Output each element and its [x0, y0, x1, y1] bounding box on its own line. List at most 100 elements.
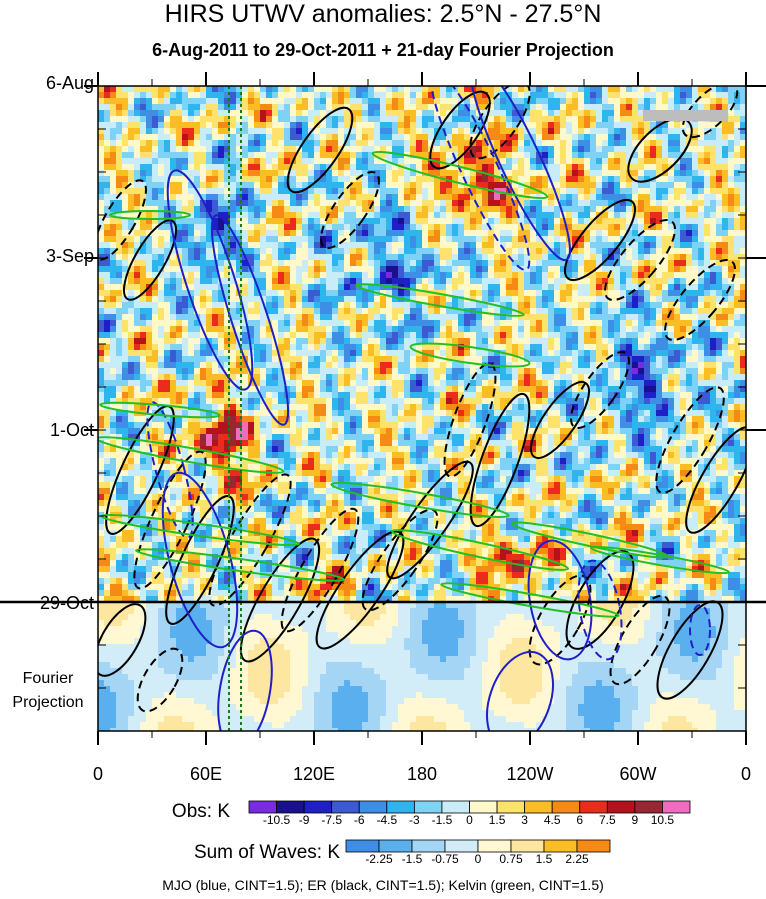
er-contour	[133, 450, 207, 590]
kelvin-contour	[390, 529, 570, 571]
er-contour	[564, 198, 636, 282]
scale-bar	[643, 110, 728, 121]
er-contour	[280, 507, 360, 633]
kelvin-contour	[590, 545, 730, 575]
er-contour	[655, 386, 725, 494]
kelvin-contour	[109, 210, 191, 220]
obs-colorbar-tick: -3	[409, 813, 420, 827]
er-contour	[136, 647, 184, 713]
mjo-contour	[486, 650, 554, 731]
kelvin-contour	[409, 342, 531, 368]
kelvin-contour	[440, 582, 620, 618]
er-contour	[664, 258, 736, 342]
sum-colorbar-box	[378, 839, 413, 853]
er-contour	[386, 460, 474, 580]
colorbars	[248, 800, 691, 853]
er-contour	[98, 603, 147, 677]
obs-colorbar-tick: -10.5	[262, 813, 291, 827]
kelvin-contour	[135, 548, 345, 582]
sum-colorbar-box	[477, 839, 512, 853]
x-tick-label: 180	[406, 764, 438, 784]
obs-colorbar-label: Obs: K	[171, 801, 230, 822]
chart-subtitle: 6-Aug-2011 to 29-Oct-2011 + 21-day Fouri…	[152, 40, 614, 60]
sum-colorbar-tick: -1.5	[401, 852, 423, 866]
x-tick-label: 120E	[292, 764, 336, 784]
er-contour	[98, 179, 147, 261]
obs-colorbar-box	[386, 800, 415, 814]
er-contour	[469, 392, 531, 528]
sum-colorbar-tick: 1.5	[535, 852, 553, 866]
obs-colorbar-box	[524, 800, 553, 814]
obs-colorbar-tick: -6	[353, 813, 365, 827]
sum-colorbar-box	[576, 839, 611, 853]
obs-colorbar-box	[469, 800, 498, 814]
projection-label: Fourier	[22, 670, 74, 687]
x-tick-label: 60E	[189, 764, 223, 784]
obs-colorbar-box	[606, 800, 636, 814]
obs-colorbar-tick: 4.5	[543, 813, 561, 827]
x-tick-label: 0	[92, 764, 103, 784]
projection-label: Projection	[12, 694, 84, 711]
mjo-contour	[469, 86, 571, 262]
kelvin-contour	[99, 401, 221, 419]
kelvin-contour	[355, 283, 525, 317]
er-contour	[361, 508, 439, 612]
mjo-contour	[210, 214, 290, 426]
mjo-contour	[429, 86, 531, 271]
er-contour	[123, 219, 177, 301]
obs-colorbar-tick: -9	[298, 813, 310, 827]
obs-colorbar-box	[331, 800, 360, 814]
sum-colorbar-box	[411, 839, 446, 853]
obs-colorbar-tick: -7.5	[321, 813, 343, 827]
obs-colorbar-box	[441, 800, 470, 814]
mjo-contour	[166, 169, 254, 391]
obs-colorbar-box	[276, 800, 305, 814]
kelvin-contour	[371, 150, 549, 200]
er-contour	[604, 218, 676, 302]
anomaly-field	[98, 86, 746, 731]
sum-colorbar-box	[444, 839, 479, 853]
sum-colorbar-tick: 0.75	[499, 852, 523, 866]
er-contour	[570, 351, 630, 429]
er-contour	[239, 537, 321, 663]
mjo-contour	[146, 401, 194, 539]
mjo-contour	[217, 629, 273, 731]
er-contour	[627, 117, 693, 183]
y-tick-label: 29-Oct	[39, 593, 94, 613]
er-contour	[320, 171, 380, 249]
obs-colorbar-tick: 3	[521, 813, 528, 827]
y-tick-label: 6-Aug	[45, 73, 94, 93]
obs-colorbar-tick: 1.5	[488, 813, 506, 827]
x-tick-label: 120W	[506, 764, 554, 784]
obs-colorbar-tick: 0	[466, 813, 473, 827]
wave-contours	[98, 86, 746, 731]
er-contour	[429, 90, 491, 170]
er-contour	[208, 473, 292, 607]
obs-colorbar-tick: 7.5	[598, 813, 616, 827]
obs-colorbar-box	[579, 800, 608, 814]
sum-colorbar-tick: 2.25	[565, 852, 589, 866]
sum-colorbar-tick: -0.75	[431, 852, 459, 866]
x-tick-label: 60W	[619, 764, 657, 784]
sum-colorbar-box	[345, 839, 380, 853]
obs-colorbar-box	[496, 800, 526, 814]
kelvin-contour	[330, 481, 510, 519]
obs-colorbar-box	[358, 800, 388, 814]
mjo-contour	[689, 604, 711, 656]
obs-colorbar-tick: 10.5	[650, 813, 675, 827]
obs-colorbar-box	[551, 800, 581, 814]
obs-colorbar-tick: -4.5	[376, 813, 398, 827]
obs-colorbar-box	[413, 800, 443, 814]
y-tick-label: 3-Sep	[45, 246, 94, 266]
obs-colorbar-tick: 9	[631, 813, 639, 827]
obs-colorbar-box	[303, 800, 333, 814]
er-contour	[609, 594, 671, 686]
obs-colorbar-tick: -1.5	[431, 813, 453, 827]
sum-colorbar-box	[510, 839, 545, 853]
er-contour	[443, 362, 497, 478]
sum-colorbar-tick: 0	[474, 852, 482, 866]
obs-colorbar-box	[248, 800, 277, 814]
legend-footer: MJO (blue, CINT=1.5); ER (black, CINT=1.…	[162, 877, 604, 893]
chart-title: HIRS UTWV anomalies: 2.5°N - 27.5°N	[164, 0, 602, 28]
